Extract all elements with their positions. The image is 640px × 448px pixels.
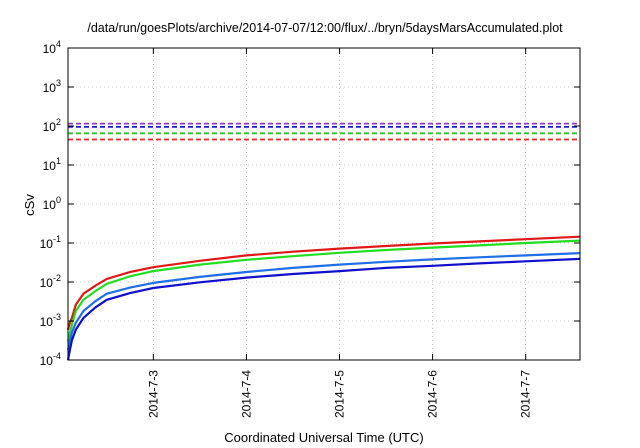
grid [68, 48, 580, 360]
y-tick-label: 10-3 [40, 312, 61, 329]
chart-title: /data/run/goesPlots/archive/2014-07-07/1… [87, 21, 563, 35]
x-ticks: 2014-7-3 2014-7-4 2014-7-5 2014-7-6 2014-7-7 [146, 48, 533, 418]
series-line [66, 257, 581, 361]
y-tick-label: 10-2 [40, 273, 61, 290]
y-tick-label: 10-1 [40, 234, 61, 251]
x-tick-label: 2014-7-6 [426, 370, 440, 418]
x-tick-label: 2014-7-7 [519, 370, 533, 418]
y-ticks: 10-4 10-3 10-2 10-1 100 101 102 103 104 [40, 39, 580, 368]
y-tick-label: 104 [43, 39, 61, 56]
x-tick-label: 2014-7-5 [333, 370, 347, 418]
y-tick-label: 101 [43, 156, 61, 173]
y-tick-label: 10-4 [40, 351, 61, 368]
series-line [66, 235, 581, 330]
y-axis-label: cSv [22, 194, 37, 216]
x-tick-label: 2014-7-4 [239, 370, 253, 418]
y-tick-label: 103 [43, 78, 61, 95]
series-line [66, 239, 581, 342]
y-tick-label: 102 [43, 117, 61, 134]
series-line [66, 252, 581, 351]
plot-frame [67, 47, 581, 361]
reference-lines [68, 122, 580, 141]
series-lines [66, 235, 581, 361]
x-axis-label: Coordinated Universal Time (UTC) [224, 430, 423, 445]
y-tick-label: 100 [43, 195, 61, 212]
x-tick-label: 2014-7-3 [146, 370, 160, 418]
